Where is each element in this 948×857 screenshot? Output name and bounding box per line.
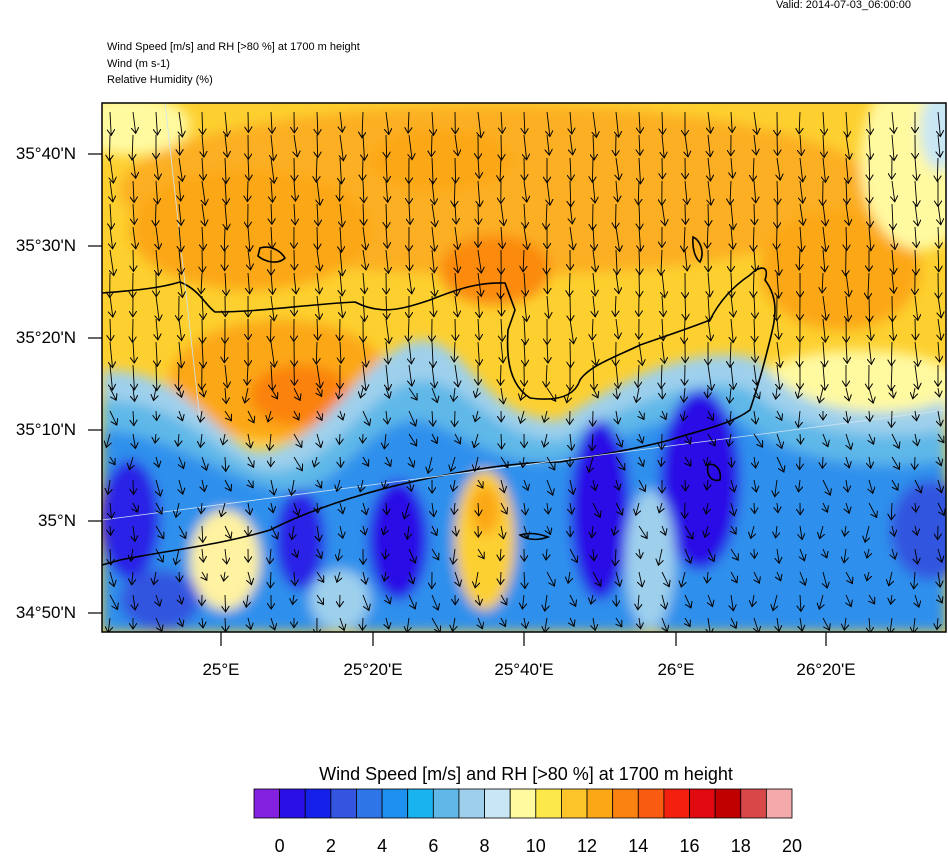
wind-arrow [891, 411, 892, 427]
wind-arrow [685, 204, 686, 224]
wind-arrow [202, 250, 203, 272]
wind-arrow [592, 158, 593, 182]
wind-arrow [133, 319, 134, 342]
colorbar-swatch [485, 789, 511, 818]
wind-arrow [362, 158, 363, 181]
wind-arrow [799, 342, 800, 367]
wind-arrow [822, 457, 823, 468]
wind-arrow [869, 296, 870, 322]
wind-arrow [225, 595, 226, 612]
wind-arrow [179, 365, 180, 390]
wind-arrow [616, 595, 617, 606]
lat-label: 35°40'N [0, 144, 76, 164]
wind-arrow [455, 411, 456, 427]
wind-arrow [202, 319, 203, 343]
wind-arrow [707, 388, 708, 398]
lon-label: 25°40'E [464, 660, 584, 680]
wind-arrow [362, 618, 363, 630]
lat-label: 35°10'N [0, 420, 76, 440]
wind-arrow [777, 227, 778, 250]
lon-label: 26°E [616, 660, 736, 680]
colorbar-swatch [613, 789, 639, 818]
wind-arrow [478, 204, 479, 225]
colorbar-swatch [715, 789, 741, 818]
lat-label: 34°50'N [0, 603, 76, 623]
colorbar-swatch [587, 789, 613, 818]
wind-arrow [915, 319, 916, 340]
wind-arrow [133, 480, 134, 494]
colorbar-swatch [536, 789, 562, 818]
wind-arrow [685, 480, 686, 491]
lat-label: 35°20'N [0, 328, 76, 348]
wind-arrow [455, 319, 456, 341]
map-area [70, 70, 948, 635]
lon-label: 26°20'E [766, 660, 886, 680]
lon-label: 25°20'E [313, 660, 433, 680]
wind-arrow [247, 181, 248, 202]
colorbar-swatch [254, 789, 280, 818]
colorbar-swatch [561, 789, 587, 818]
wind-arrow [570, 296, 571, 321]
lat-label: 35°30'N [0, 236, 76, 256]
colorbar-swatch [741, 789, 767, 818]
wind-arrow [593, 204, 594, 230]
wind-arrow [500, 572, 501, 585]
wind-arrow [501, 296, 502, 316]
wind-arrow [570, 342, 571, 368]
colorbar-swatch [305, 789, 331, 818]
colorbar-swatch [382, 789, 408, 818]
wind-arrow [754, 204, 755, 225]
lon-label: 25°E [161, 660, 281, 680]
colorbar-swatch [433, 789, 459, 818]
wind-arrow [500, 365, 501, 385]
colorbar-swatch [408, 789, 434, 818]
colorbar-swatch [766, 789, 792, 818]
wind-arrow [501, 273, 502, 299]
colorbar-title: Wind Speed [m/s] and RH [>80 %] at 1700 … [241, 764, 811, 785]
wind-arrow [155, 204, 156, 226]
wind-arrow [639, 273, 640, 297]
wind-arrow [777, 135, 778, 156]
wind-arrow [708, 204, 709, 226]
wind-arrow [546, 250, 547, 274]
wind-arrow [915, 457, 916, 470]
wind-arrow [616, 204, 617, 229]
colorbar-swatch [459, 789, 485, 818]
colorbar-swatch [690, 789, 716, 818]
colorbar-swatch [510, 789, 536, 818]
wind-arrow [869, 181, 870, 203]
wind-arrow [133, 250, 134, 272]
wind-arrow [271, 319, 272, 342]
colorbar-swatch [331, 789, 357, 818]
wind-arrow [409, 250, 410, 271]
lat-label: 35°N [0, 511, 76, 531]
wind-arrow [109, 135, 110, 161]
wind-arrow [501, 135, 502, 160]
colorbar [254, 789, 792, 818]
wind-arrow [431, 135, 432, 157]
wind-arrow [754, 503, 755, 514]
wind-arrow [455, 158, 456, 183]
wind-arrow [547, 273, 548, 294]
wind-arrow [891, 342, 892, 366]
colorbar-swatch [356, 789, 382, 818]
colorbar-swatch [664, 789, 690, 818]
wind-arrow [317, 227, 318, 250]
colorbar-swatch [638, 789, 664, 818]
colorbar-swatch [280, 789, 306, 818]
wind-arrow [754, 549, 755, 558]
